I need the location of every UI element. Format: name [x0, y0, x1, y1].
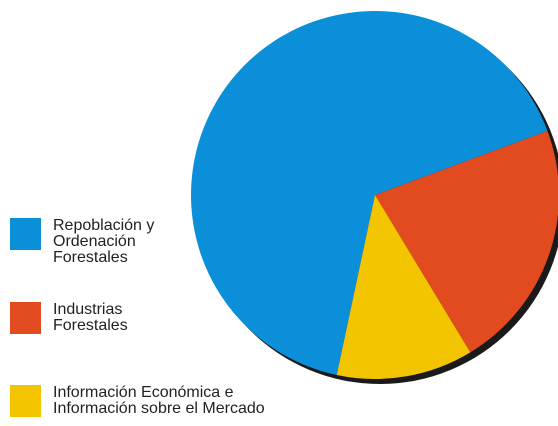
legend-item: Repoblación y Ordenación Forestales — [10, 218, 193, 266]
legend-label: Industrias Forestales — [53, 301, 128, 334]
legend-item: Información Económica e Información sobr… — [10, 385, 318, 417]
legend-swatch — [10, 302, 41, 334]
legend-label: Repoblación y Ordenación Forestales — [53, 217, 155, 266]
legend-swatch — [10, 385, 41, 417]
legend-label: Información Económica e Información sobr… — [53, 384, 265, 417]
legend-item: Industrias Forestales — [10, 302, 153, 334]
pie-slice — [191, 11, 548, 375]
legend-swatch — [10, 218, 41, 250]
pie-slice — [336, 195, 471, 380]
pie-slice — [375, 130, 558, 353]
